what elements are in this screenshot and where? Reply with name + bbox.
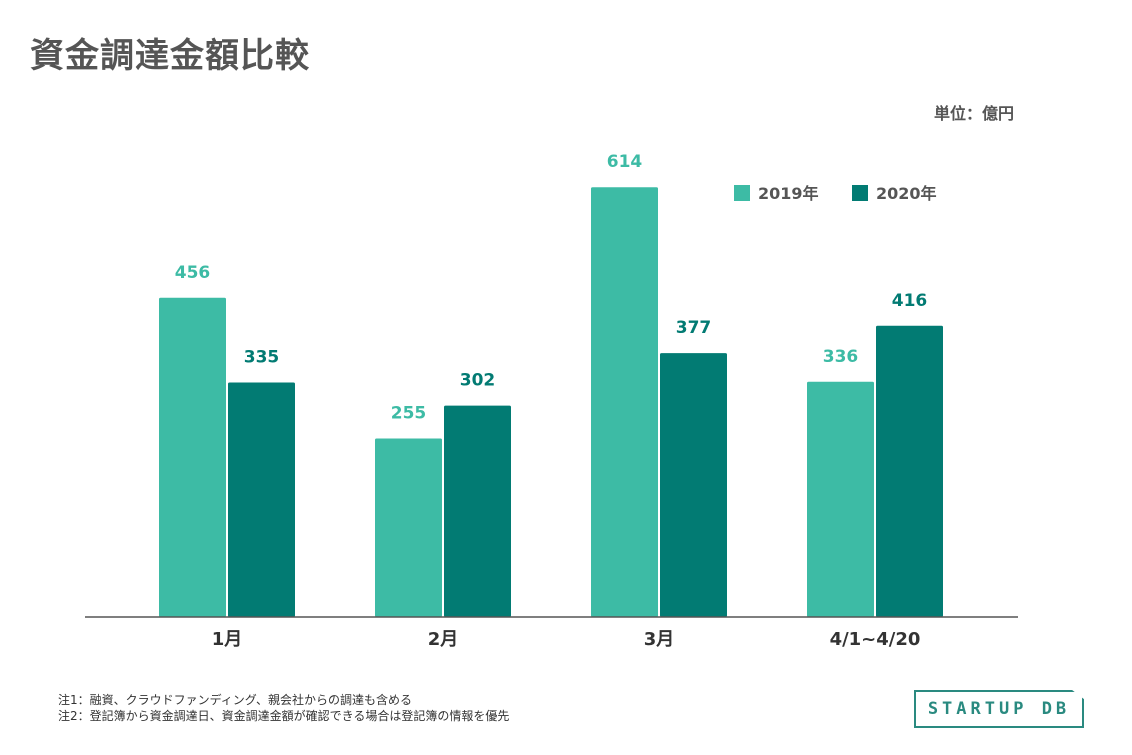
- legend-swatch-2: [852, 185, 868, 201]
- data-label-2020-4: 416: [892, 291, 928, 311]
- bar-2019-4: [807, 381, 874, 617]
- bar-2020-2: [444, 405, 511, 617]
- startup-db-logo: STARTUP DB: [914, 690, 1086, 728]
- chart-title: 資金調達金額比較: [30, 36, 310, 76]
- bar-2019-2: [375, 438, 442, 617]
- legend-label-2: 2020年: [876, 184, 937, 203]
- bar-2020-4: [876, 325, 943, 617]
- bar-2020-3: [660, 353, 727, 617]
- legend-swatch-1: [734, 185, 750, 201]
- logo-frame: [914, 690, 1084, 728]
- footnote-2: 注2：登記簿から資金調達日、資金調達金額が確認できる場合は登記簿の情報を優先: [58, 709, 510, 723]
- footnotes: 注1：融資、クラウドファンディング、親会社からの調達も含める 注2：登記簿から資…: [58, 692, 509, 724]
- category-label-4: 4/1~4/20: [830, 629, 921, 650]
- data-label-2020-2: 302: [460, 371, 496, 391]
- logo-text: STARTUP DB: [927, 699, 1071, 719]
- category-label-2: 2月: [428, 629, 459, 650]
- bar-2019-1: [159, 297, 226, 617]
- category-label-3: 3月: [644, 629, 675, 650]
- unit-label: 単位：億円: [933, 104, 1014, 123]
- data-label-2019-3: 614: [607, 152, 643, 172]
- data-label-2020-1: 335: [244, 348, 280, 368]
- footnote-1: 注1：融資、クラウドファンディング、親会社からの調達も含める: [58, 693, 412, 707]
- data-label-2020-3: 377: [676, 318, 712, 338]
- data-label-2019-2: 255: [391, 404, 427, 424]
- data-label-2019-1: 456: [175, 263, 211, 283]
- bar-2019-3: [591, 187, 658, 617]
- category-label-1: 1月: [212, 629, 243, 650]
- legend-label-1: 2019年: [758, 184, 819, 203]
- data-label-2019-4: 336: [823, 347, 859, 367]
- bar-2020-1: [228, 382, 295, 617]
